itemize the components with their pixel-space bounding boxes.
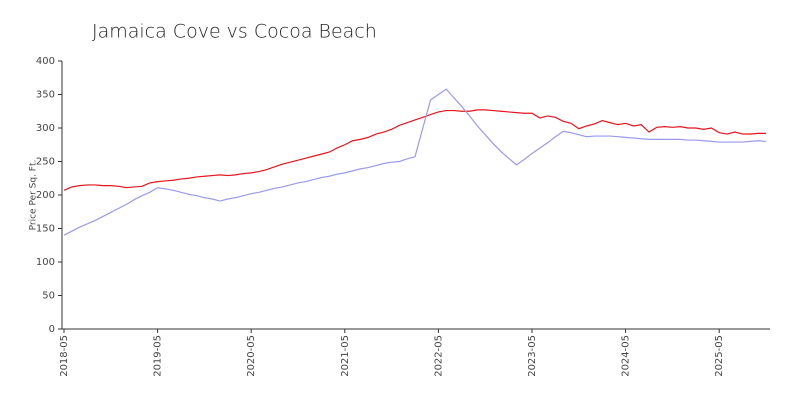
y-tick-label: 300 (36, 123, 55, 134)
y-tick-label: 50 (42, 291, 55, 302)
line-series (63, 109, 766, 191)
x-tick-label: 2025-05 (714, 335, 725, 377)
y-tick-label: 0 (49, 324, 55, 335)
y-tick-label: 250 (36, 157, 55, 168)
y-tick-label: 200 (36, 190, 55, 201)
y-tick-label: 100 (36, 257, 55, 268)
y-tick-label: 350 (36, 90, 55, 101)
x-tick-label: 2018-05 (59, 335, 70, 377)
y-axis-label: Price Per Sq. Ft. (29, 160, 39, 231)
x-tick-label: 2021-05 (340, 335, 351, 377)
x-tick-label: 2024-05 (621, 335, 632, 377)
y-tick-label: 400 (36, 56, 55, 67)
y-tick-label: 150 (36, 224, 55, 235)
x-tick-label: 2022-05 (433, 335, 444, 377)
x-tick-label: 2023-05 (527, 335, 538, 377)
x-tick-label: 2020-05 (246, 335, 257, 377)
x-tick-label: 2019-05 (153, 335, 164, 377)
chart-title: Jamaica Cove vs Cocoa Beach (92, 21, 377, 43)
line-series (63, 88, 767, 236)
